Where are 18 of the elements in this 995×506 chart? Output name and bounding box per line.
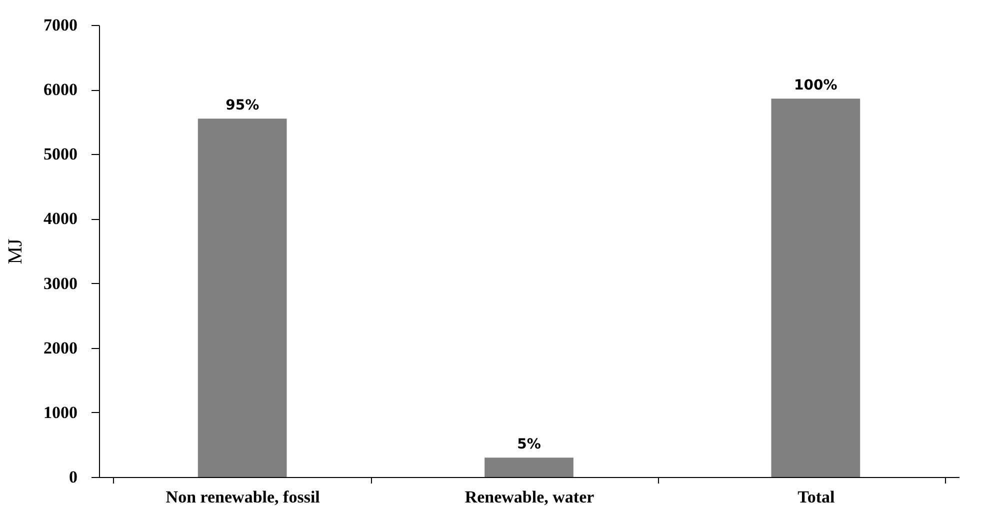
y-tick-label: 3000 bbox=[44, 274, 78, 293]
bar bbox=[198, 118, 287, 477]
y-tick-label: 4000 bbox=[44, 209, 78, 228]
y-tick-label: 1000 bbox=[44, 402, 78, 422]
y-axis-title: MJ bbox=[4, 238, 26, 264]
annotation: 100% bbox=[794, 78, 838, 94]
y-tick-label: 7000 bbox=[44, 16, 78, 34]
y-tick-label: 5000 bbox=[44, 144, 78, 164]
bar bbox=[771, 98, 860, 477]
y-tick-label: 2000 bbox=[44, 338, 78, 358]
x-tick-label: Non renewable, fossil bbox=[166, 488, 320, 506]
annotation: 5% bbox=[517, 436, 541, 453]
bar bbox=[484, 458, 574, 477]
x-tick-label: Renewable, water bbox=[464, 488, 595, 506]
x-tick-label: Total bbox=[798, 488, 836, 506]
annotation: 95% bbox=[226, 98, 260, 114]
y-tick-label: 0 bbox=[69, 468, 78, 486]
y-tick-label: 6000 bbox=[44, 80, 78, 100]
